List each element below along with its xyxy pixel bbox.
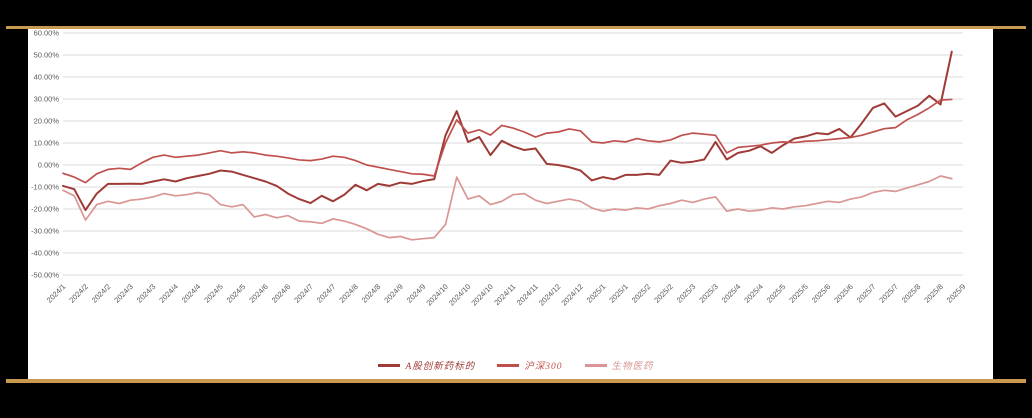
- top-border-line: [6, 26, 1026, 29]
- x-axis-tick-label: 2024/5: [202, 282, 225, 305]
- y-axis-tick-label: -10.00%: [31, 183, 59, 192]
- x-axis-tick-label: 2024/12: [559, 282, 585, 308]
- x-axis-tick-label: 2024/8: [360, 282, 383, 305]
- legend-line-swatch: [584, 363, 607, 367]
- chart-legend: A股创新药标的 沪深300 生物医药: [0, 358, 1032, 372]
- x-axis-tick-label: 2024/10: [447, 282, 473, 308]
- x-axis-tick-label: 2024/8: [337, 282, 360, 305]
- x-axis-tick-label: 2024/4: [157, 282, 180, 305]
- x-axis-tick-label: 2024/11: [515, 282, 540, 307]
- legend-series-name: A股创新药标的: [405, 362, 476, 372]
- x-axis-tick-label: 2025/7: [877, 282, 900, 305]
- y-axis-tick-label: 60.00%: [34, 29, 60, 38]
- y-axis-tick-label: 30.00%: [34, 95, 60, 104]
- chart-panel: [28, 29, 993, 379]
- x-axis-tick-label: 2024/5: [225, 282, 248, 305]
- legend-item-0: A股创新药标的: [378, 358, 475, 372]
- x-axis-tick-label: 2025/6: [832, 282, 855, 305]
- x-axis-tick-label: 2025/5: [787, 282, 810, 305]
- y-axis-tick-label: 0.00%: [38, 161, 60, 170]
- x-axis-tick-label: 2024/4: [180, 282, 203, 305]
- y-axis-tick-label: 20.00%: [34, 117, 60, 126]
- y-axis-tick-label: -50.00%: [31, 271, 59, 280]
- x-axis-tick-label: 2025/6: [810, 282, 833, 305]
- legend-line-swatch: [378, 363, 401, 367]
- x-axis-tick-label: 2025/9: [945, 282, 968, 305]
- x-axis-tick-label: 2024/1: [45, 282, 68, 305]
- x-axis-tick-label: 2025/8: [900, 282, 923, 305]
- y-axis-tick-label: -20.00%: [31, 205, 59, 214]
- x-axis-tick-label: 2024/7: [315, 282, 338, 305]
- legend-item-2: 生物医药: [584, 358, 654, 372]
- x-axis-tick-label: 2024/6: [270, 282, 293, 305]
- x-axis-tick-label: 2024/11: [492, 282, 517, 307]
- x-axis-tick-label: 2024/9: [382, 282, 405, 305]
- x-axis-tick-label: 2024/10: [469, 282, 495, 308]
- x-axis-tick-label: 2025/1: [585, 282, 608, 305]
- x-axis-tick-label: 2025/5: [765, 282, 788, 305]
- x-axis-tick-label: 2025/8: [922, 282, 945, 305]
- y-axis-tick-label: 40.00%: [34, 73, 60, 82]
- x-axis-tick-label: 2025/2: [652, 282, 675, 305]
- x-axis-tick-label: 2024/10: [424, 282, 450, 308]
- x-axis-tick-label: 2025/4: [720, 282, 743, 305]
- x-axis-tick-label: 2025/4: [742, 282, 765, 305]
- x-axis-tick-label: 2024/7: [292, 282, 315, 305]
- y-axis-tick-label: -30.00%: [31, 227, 59, 236]
- x-axis-tick-label: 2024/3: [112, 282, 135, 305]
- x-axis-tick-label: 2025/2: [630, 282, 653, 305]
- legend-item-1: 沪深300: [497, 358, 562, 372]
- x-axis-tick-label: 2024/3: [135, 282, 158, 305]
- x-axis-tick-label: 2025/3: [697, 282, 720, 305]
- x-axis-tick-label: 2024/2: [67, 282, 90, 305]
- series-line-0: [62, 50, 953, 212]
- legend-series-name: 生物医药: [611, 362, 654, 372]
- x-axis-tick-label: 2024/2: [90, 282, 113, 305]
- y-axis-tick-label: 10.00%: [34, 139, 60, 148]
- x-axis-tick-label: 2025/7: [855, 282, 878, 305]
- x-axis-tick-label: 2025/3: [675, 282, 698, 305]
- legend-line-swatch: [497, 363, 520, 367]
- x-axis-tick-label: 2024/12: [537, 282, 563, 308]
- series-line-1: [62, 98, 953, 184]
- legend-series-name: 沪深300: [524, 362, 563, 372]
- x-axis-tick-label: 2025/1: [607, 282, 630, 305]
- y-axis-tick-label: 50.00%: [34, 51, 60, 60]
- x-axis-tick-label: 2024/6: [247, 282, 270, 305]
- bottom-border-line: [6, 379, 1026, 383]
- y-axis-tick-label: -40.00%: [31, 249, 59, 258]
- series-line-2: [62, 175, 953, 241]
